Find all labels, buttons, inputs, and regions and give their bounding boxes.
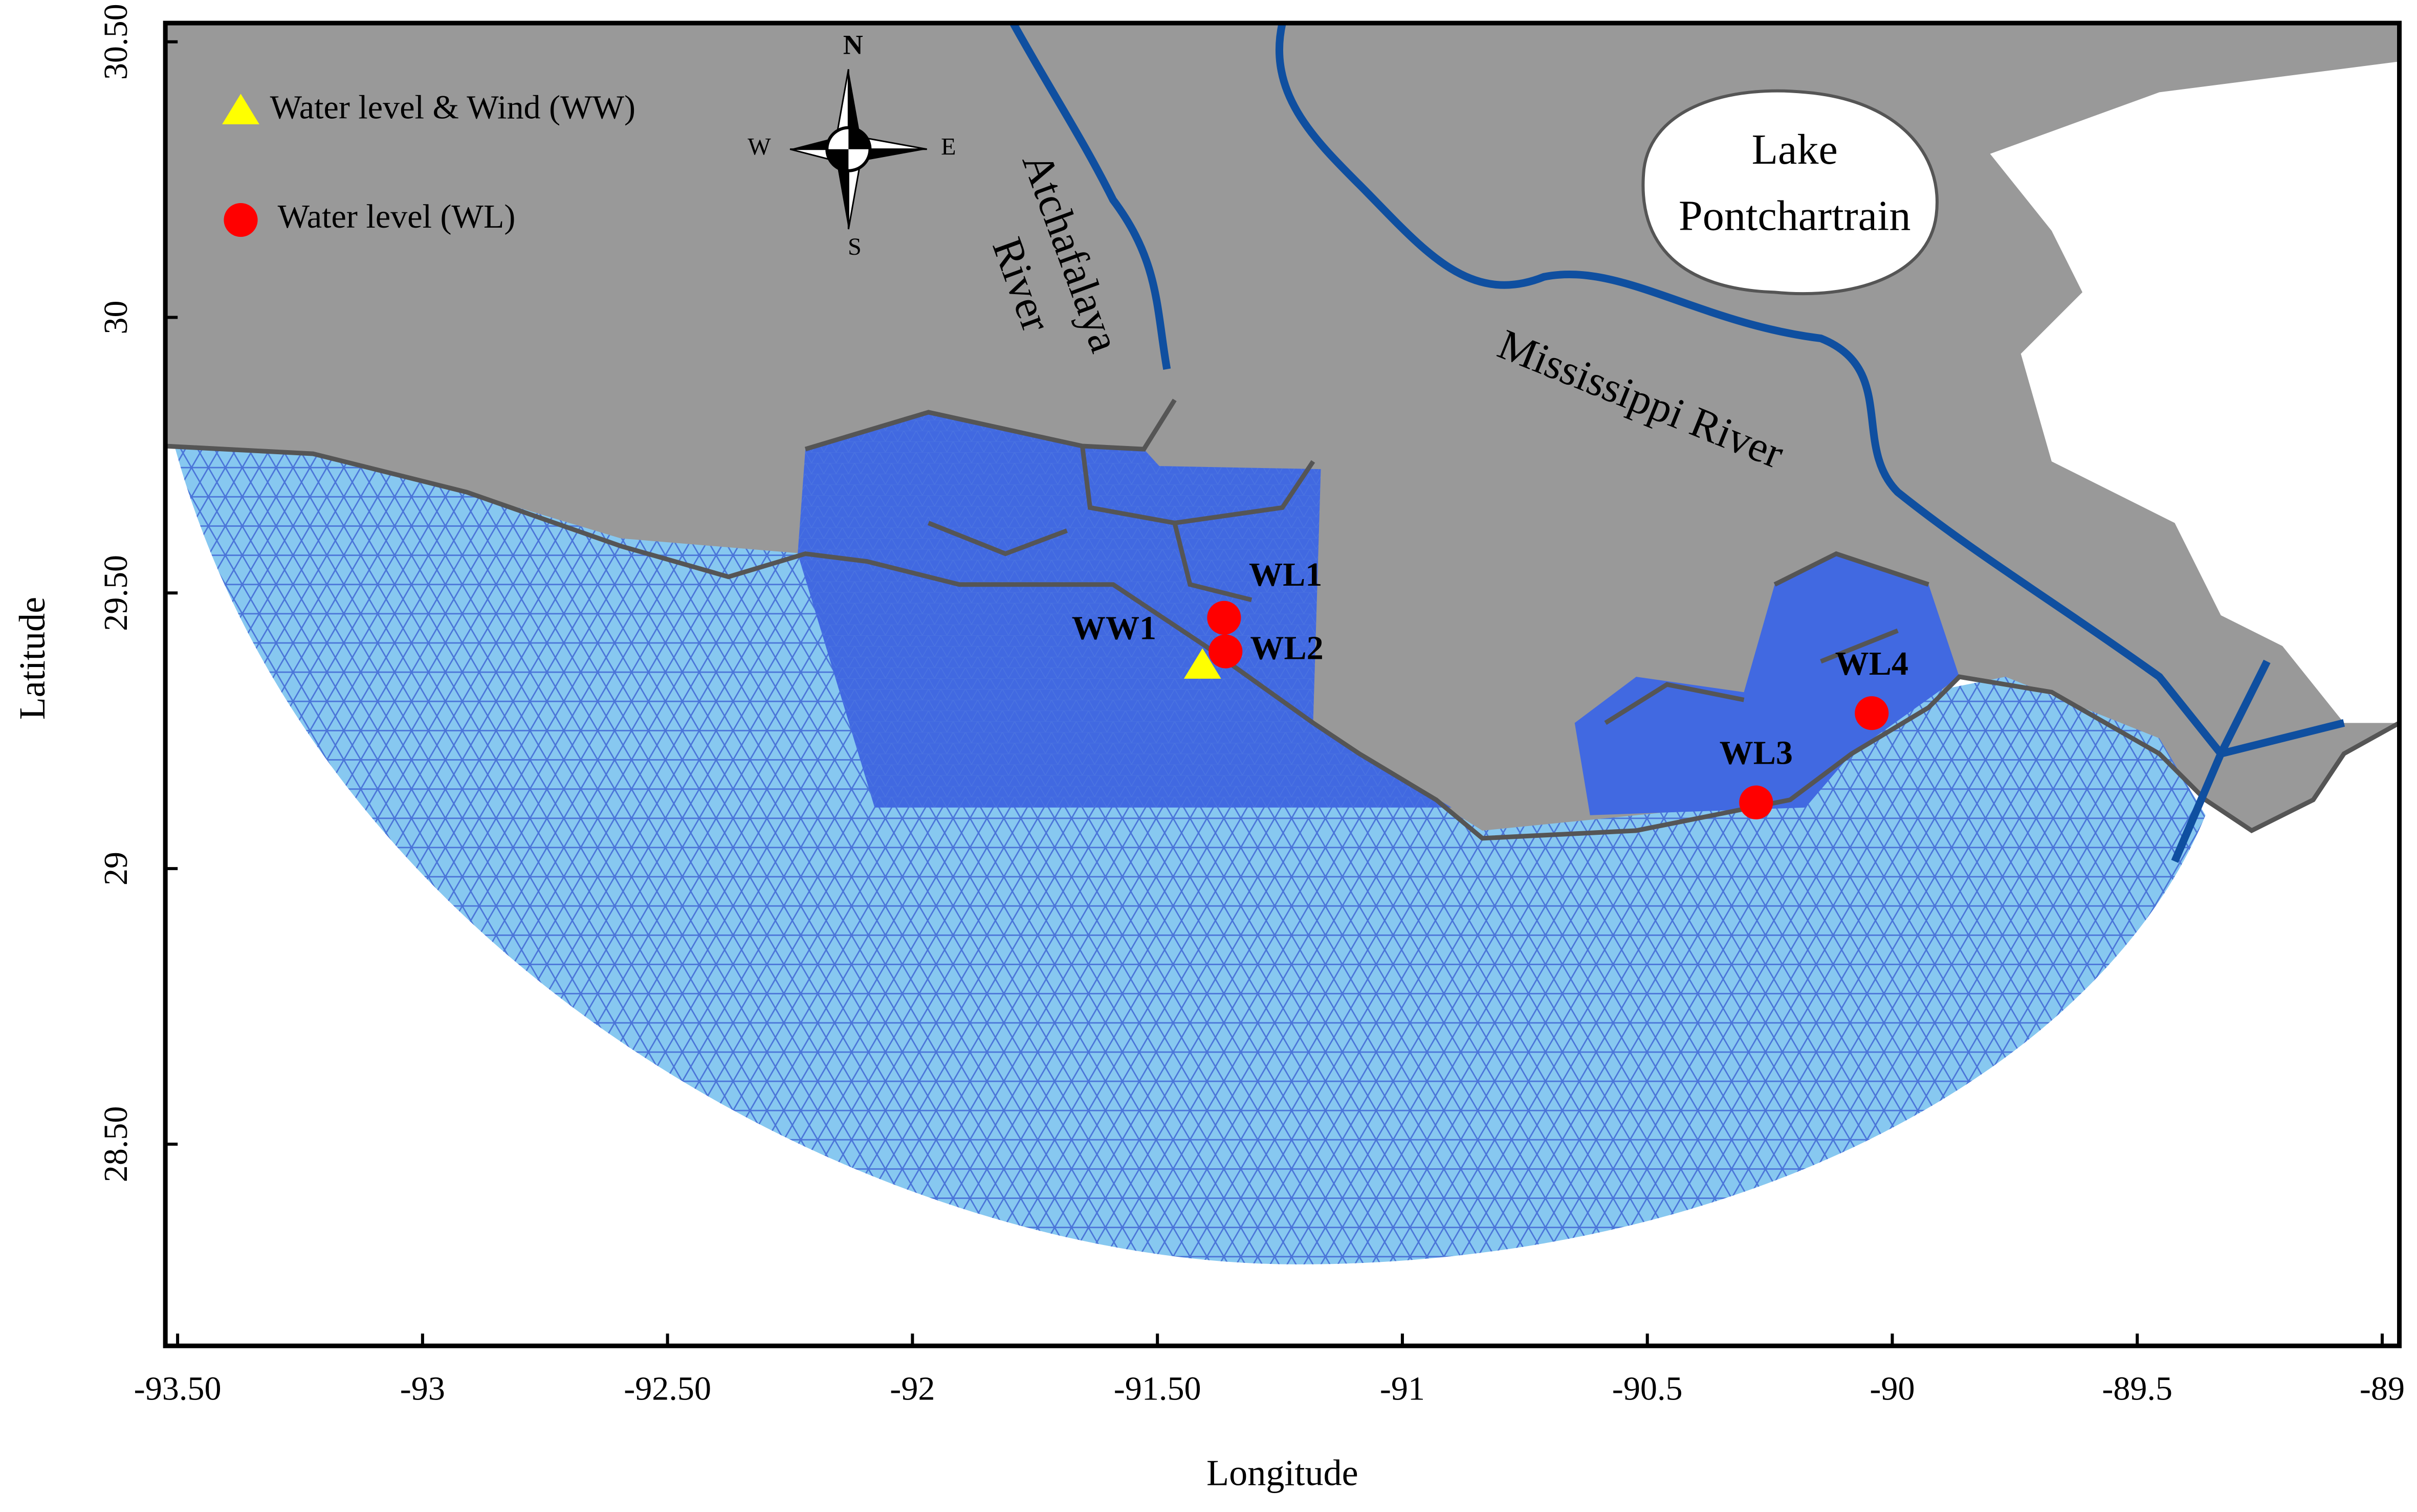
compass-n: N — [843, 30, 863, 60]
x-tick-label: -89 — [2360, 1370, 2405, 1408]
station-label: WL4 — [1835, 645, 1908, 682]
station-marker — [1739, 785, 1773, 819]
y-tick-label: 28.50 — [97, 1106, 135, 1182]
compass-w: W — [748, 134, 771, 161]
y-tick-label: 29 — [97, 852, 135, 885]
x-axis-label: Longitude — [1206, 1452, 1358, 1493]
x-tick-label: -90 — [1870, 1370, 1915, 1408]
compass-s: S — [848, 233, 862, 260]
open-water-east — [1990, 61, 2400, 723]
x-tick-label: -89.5 — [2102, 1370, 2172, 1408]
coastline — [804, 398, 1929, 725]
map-layers — [165, 23, 2400, 1264]
legend-marker — [222, 94, 259, 124]
legend-label: Water level (WL) — [278, 198, 516, 235]
coastline — [165, 443, 2400, 841]
y-tick-label: 29.50 — [97, 555, 135, 631]
place-label: Pontchartrain — [1679, 192, 1911, 239]
station-label: WW1 — [1072, 609, 1156, 647]
lake — [1641, 89, 1939, 296]
plot-frame — [163, 20, 2402, 1348]
legend-label: Water level & Wind (WW) — [270, 89, 635, 126]
y-tick-label: 30 — [97, 300, 135, 334]
station-marker — [1183, 648, 1221, 679]
y-tick-label: 30.50 — [97, 4, 135, 80]
mesh-refined-texture — [798, 412, 1452, 808]
station-marker — [1855, 696, 1889, 730]
x-tick-label: -92.50 — [624, 1370, 711, 1408]
x-tick-label: -91.50 — [1114, 1370, 1201, 1408]
x-tick-label: -93 — [400, 1370, 445, 1408]
river — [1276, 23, 2345, 863]
legend-marker — [224, 203, 258, 237]
compass-e: E — [941, 134, 956, 161]
y-axis-label: Latitude — [12, 597, 53, 720]
place-label: Lake — [1752, 126, 1838, 173]
mesh-refined — [1574, 553, 1960, 815]
river — [1009, 23, 1171, 370]
station-label: WL2 — [1250, 630, 1323, 667]
station-label: WL1 — [1249, 556, 1322, 593]
mesh-grid — [174, 446, 2206, 1264]
x-tick-label: -90.5 — [1612, 1370, 1683, 1408]
x-tick-label: -92 — [890, 1370, 935, 1408]
x-tick-label: -93.50 — [134, 1370, 222, 1408]
x-tick-label: -91 — [1380, 1370, 1425, 1408]
station-marker — [1208, 634, 1243, 669]
station-label: WL3 — [1720, 735, 1793, 772]
station-marker — [1207, 601, 1241, 635]
compass: N E S W — [748, 30, 956, 261]
